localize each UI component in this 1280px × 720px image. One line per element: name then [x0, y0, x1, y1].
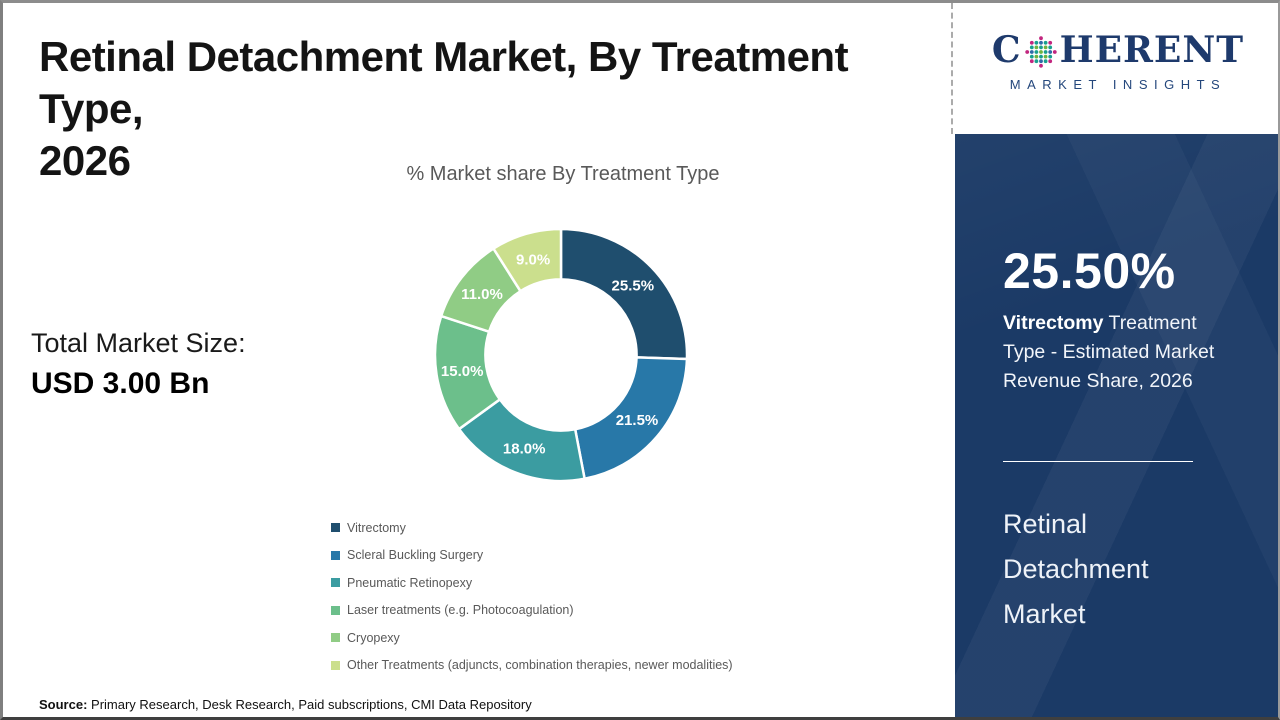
dotted-globe-icon [1024, 36, 1057, 68]
globe-dot [1047, 40, 1052, 45]
legend-item: Pneumatic Retinopexy [331, 569, 733, 597]
legend-swatch [331, 523, 340, 533]
legend-item: Scleral Buckling Surgery [331, 542, 733, 570]
legend-swatch [331, 605, 340, 615]
globe-dot [1034, 50, 1038, 54]
globe-dot [1038, 36, 1043, 41]
logo-letter-c: C [991, 29, 1022, 71]
legend-label: Laser treatments (e.g. Photocoagulation) [347, 603, 574, 618]
globe-dot [1038, 50, 1043, 54]
globe-dot [1052, 50, 1057, 54]
total-market-size-value: USD 3.00 Bn [31, 367, 210, 400]
donut-slice [492, 227, 563, 293]
headline-stat-value: 25.50% [1003, 243, 1176, 299]
legend-swatch [331, 578, 340, 588]
globe-dot [1029, 50, 1034, 54]
legend-swatch [331, 633, 340, 643]
legend-swatch [331, 550, 340, 560]
globe-dot [1043, 50, 1048, 54]
globe-dot [1029, 54, 1034, 59]
globe-dot [1043, 45, 1048, 50]
globe-dot [1043, 54, 1048, 59]
globe-dot [1034, 40, 1038, 45]
source-text: Primary Research, Desk Research, Paid su… [87, 697, 532, 712]
highlight-sidebar-panel: 25.50% Vitrectomy Treatment Type - Estim… [955, 134, 1278, 717]
legend-label: Scleral Buckling Surgery [347, 548, 484, 563]
page-title: Retinal Detachment Market, By Treatment … [39, 31, 929, 187]
globe-dot [1034, 59, 1038, 64]
globe-dot [1038, 54, 1043, 59]
page-title-line-1: Retinal Detachment Market, By Treatment … [39, 33, 849, 132]
globe-dot [1038, 63, 1043, 68]
globe-dot [1038, 59, 1043, 64]
market-name: Retinal Detachment Market [1003, 509, 1149, 629]
slice-data-label: 9.0% [516, 251, 550, 268]
legend-item: Vitrectomy [331, 514, 733, 542]
legend-swatch [331, 660, 340, 670]
slice-data-label: 15.0% [441, 363, 484, 380]
slice-data-label: 25.5% [612, 278, 655, 295]
legend-label: Other Treatments (adjuncts, combination … [347, 658, 733, 673]
stat-description-rest: Treatment Type - Estimated Market Revenu… [1003, 312, 1215, 392]
globe-dot [1038, 40, 1043, 45]
globe-dot [1047, 54, 1052, 59]
brand-logo-box: C HERENT MARKET INSIGHTS [951, 3, 1278, 134]
slice-data-label: 11.0% [461, 286, 503, 303]
brand-logo-subtitle: MARKET INSIGHTS [1009, 77, 1227, 92]
headline-stat-description: Vitrectomy Treatment Type - Estimated Ma… [1003, 309, 1228, 396]
source-line: Source: Primary Research, Desk Research,… [39, 697, 532, 712]
panel-divider-line [1003, 461, 1193, 462]
brand-logo: C HERENT MARKET INSIGHTS [953, 29, 1278, 92]
donut-slice [559, 227, 689, 361]
globe-dot [1043, 59, 1048, 64]
donut-chart: 25.5% 21.5% 18.0% 15.0% 11.0% 9.0% [421, 215, 701, 495]
legend-label: Pneumatic Retinopexy [347, 575, 473, 590]
page-title-line-2: 2026 [39, 137, 131, 184]
globe-dot [1034, 54, 1038, 59]
globe-dot [1047, 45, 1052, 50]
legend-label: Cryopexy [347, 630, 400, 645]
legend-item: Laser treatments (e.g. Photocoagulation) [331, 597, 733, 625]
logo-letters-herent: HERENT [1059, 29, 1245, 71]
chart-title: % Market share By Treatment Type [406, 163, 720, 185]
globe-dot [1029, 59, 1034, 64]
total-market-size-label: Total Market Size: [31, 328, 246, 358]
legend-item: Cryopexy [331, 624, 733, 652]
chart-legend: Vitrectomy Scleral Buckling Surgery Pneuma… [331, 514, 733, 679]
globe-dot [1047, 59, 1052, 64]
globe-dot [1034, 45, 1038, 50]
slice-data-label: 21.5% [616, 412, 659, 429]
globe-dot [1029, 45, 1034, 50]
globe-dot [1029, 40, 1034, 45]
source-label: Source: [39, 697, 88, 712]
brand-logo-wordmark: C HERENT [992, 29, 1244, 71]
globe-dot [1038, 45, 1043, 50]
slice-data-label: 18.0% [503, 440, 546, 457]
legend-label: Vitrectomy [347, 520, 406, 535]
globe-dot [1047, 50, 1052, 54]
donut-chart-svg: 25.5% 21.5% 18.0% 15.0% 11.0% 9.0% [433, 227, 689, 483]
globe-dot [1024, 50, 1029, 54]
globe-dot [1043, 40, 1048, 45]
total-market-size-block: Total Market Size: USD 3.00 Bn [31, 323, 246, 405]
main-content-area: Retinal Detachment Market, By Treatment … [3, 3, 951, 717]
stat-segment-name: Vitrectomy [1003, 312, 1104, 334]
legend-item: Other Treatments (adjuncts, combination … [331, 652, 733, 680]
